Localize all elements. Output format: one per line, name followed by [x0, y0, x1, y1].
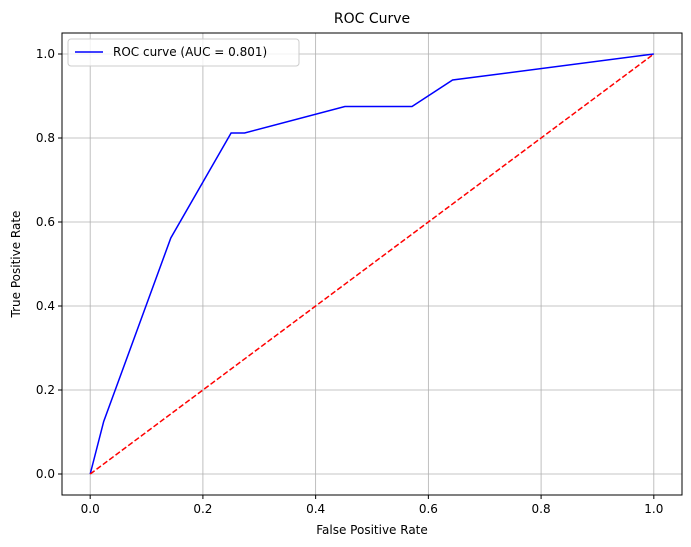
random-baseline-line [89, 53, 655, 475]
x-tick-label: 0.8 [532, 502, 551, 516]
y-tick-label: 0.0 [36, 467, 55, 481]
x-tick-label: 0.4 [306, 502, 325, 516]
roc-curve-line [89, 53, 654, 475]
x-axis-label: False Positive Rate [316, 523, 428, 537]
axis-ticks: 0.0 0.2 0.4 0.6 0.8 1.0 0.0 0.2 0.4 0.6 0.8 1.0 [36, 47, 663, 516]
legend: ROC curve (AUC = 0.801) [67, 38, 300, 67]
y-tick-label: 0.6 [36, 215, 55, 229]
x-tick-label: 0.2 [193, 502, 212, 516]
y-tick-label: 0.8 [36, 131, 55, 145]
y-axis-label: True Positive Rate [9, 211, 23, 319]
y-tick-label: 0.4 [36, 299, 55, 313]
legend-box [67, 38, 300, 67]
x-tick-label: 0.6 [419, 502, 438, 516]
chart-title: ROC Curve [334, 11, 410, 27]
x-tick-label: 1.0 [644, 502, 663, 516]
plot-frame [61, 32, 683, 496]
legend-label-roc: ROC curve (AUC = 0.801) [113, 45, 267, 59]
y-tick-label: 0.2 [36, 383, 55, 397]
x-tick-label: 0.0 [81, 502, 100, 516]
y-tick-label: 1.0 [36, 47, 55, 61]
plot-lines [89, 53, 655, 475]
